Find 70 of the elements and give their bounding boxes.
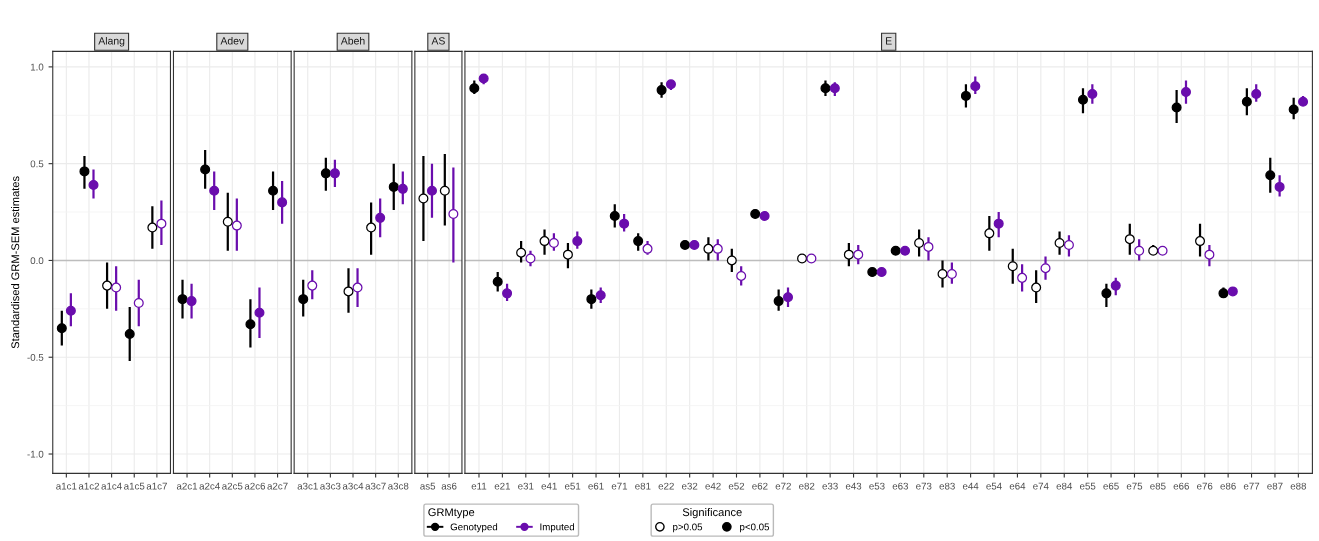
x-tick-label: e81 <box>635 482 651 490</box>
x-tick-label: a2c1 <box>176 482 198 490</box>
text: p>0.05 <box>673 523 703 533</box>
x-tick-label: e75 <box>1126 482 1143 490</box>
x-tick-label: e87 <box>1267 482 1283 490</box>
x-tick-label: a1c2 <box>78 482 100 490</box>
x-tick-label: e63 <box>892 482 909 490</box>
x-tick-label: e42 <box>705 482 721 490</box>
y-tick-label: -0.5 <box>27 353 44 361</box>
x-tick-label: a3c1 <box>297 482 318 490</box>
x-tick-label: a3c4 <box>342 482 364 490</box>
x-tick-label: as5 <box>420 482 436 490</box>
x-tick-label: e77 <box>1243 482 1260 490</box>
x-tick-label: a1c1 <box>56 482 77 490</box>
x-tick-label: e43 <box>845 482 862 490</box>
chart-title: E <box>886 37 892 45</box>
x-tick-label: e11 <box>471 482 487 490</box>
x-tick-label: e44 <box>962 482 979 490</box>
x-tick-label: e22 <box>658 482 674 490</box>
x-tick-label: e53 <box>869 482 885 490</box>
text: Significance <box>682 507 742 519</box>
x-tick-label: e73 <box>916 482 932 490</box>
legend-title: GRMtype <box>428 508 475 519</box>
x-tick-label: a2c5 <box>222 482 243 490</box>
text: p<0.05 <box>740 523 770 533</box>
x-tick-label: a3c3 <box>320 482 341 490</box>
x-tick-label: e31 <box>518 482 534 490</box>
x-tick-label: e62 <box>752 482 768 490</box>
x-tick-label: e65 <box>1103 482 1119 490</box>
x-tick-label: e76 <box>1197 482 1213 490</box>
x-tick-label: e61 <box>588 482 604 490</box>
y-tick-label: 1.0 <box>30 63 44 71</box>
x-tick-label: a2c7 <box>267 482 288 490</box>
x-tick-label: e71 <box>611 482 628 490</box>
x-tick-label: as6 <box>441 482 457 490</box>
x-tick-label: e51 <box>564 482 581 490</box>
x-tick-label: e74 <box>1033 482 1049 490</box>
x-tick-label: e72 <box>775 482 791 490</box>
y-tick-label: 0.5 <box>30 160 44 168</box>
x-tick-label: e84 <box>1056 482 1073 490</box>
chart-title: AS <box>431 37 445 45</box>
x-tick-label: e64 <box>1009 482 1026 490</box>
x-tick-label: a3c7 <box>365 482 386 490</box>
x-tick-label: e83 <box>939 482 955 490</box>
x-tick-label: a1c7 <box>146 482 167 490</box>
x-tick-label: e54 <box>986 482 1002 490</box>
chart-title: Adev <box>220 36 245 45</box>
legend-label: Genotyped <box>450 523 498 533</box>
x-tick-label: e52 <box>728 482 745 490</box>
x-tick-label: a2c6 <box>244 482 266 490</box>
x-tick-label: a2c4 <box>199 482 220 490</box>
x-tick-label: a1c5 <box>124 482 145 490</box>
x-tick-label: e21 <box>494 482 511 490</box>
x-tick-label: e66 <box>1173 482 1189 490</box>
y-axis-title: Standardised GRM-SEM estimates <box>11 176 20 349</box>
x-tick-label: e41 <box>541 482 557 490</box>
x-tick-label: e82 <box>799 482 815 490</box>
x-tick-label: a1c4 <box>101 482 122 490</box>
chart-title: Abeh <box>340 36 365 45</box>
x-tick-label: e88 <box>1290 482 1307 490</box>
x-tick-label: a3c8 <box>388 482 409 490</box>
x-tick-label: e33 <box>822 482 838 490</box>
x-tick-label: e55 <box>1079 482 1096 490</box>
x-tick-label: e86 <box>1220 482 1236 490</box>
legend-label: Imputed <box>540 523 575 533</box>
y-tick-label: 0.0 <box>30 257 44 265</box>
x-tick-label: e85 <box>1150 482 1166 490</box>
y-tick-label: -1.0 <box>27 450 44 458</box>
x-tick-label: e32 <box>681 482 698 490</box>
chart-title: Alang <box>98 36 125 47</box>
